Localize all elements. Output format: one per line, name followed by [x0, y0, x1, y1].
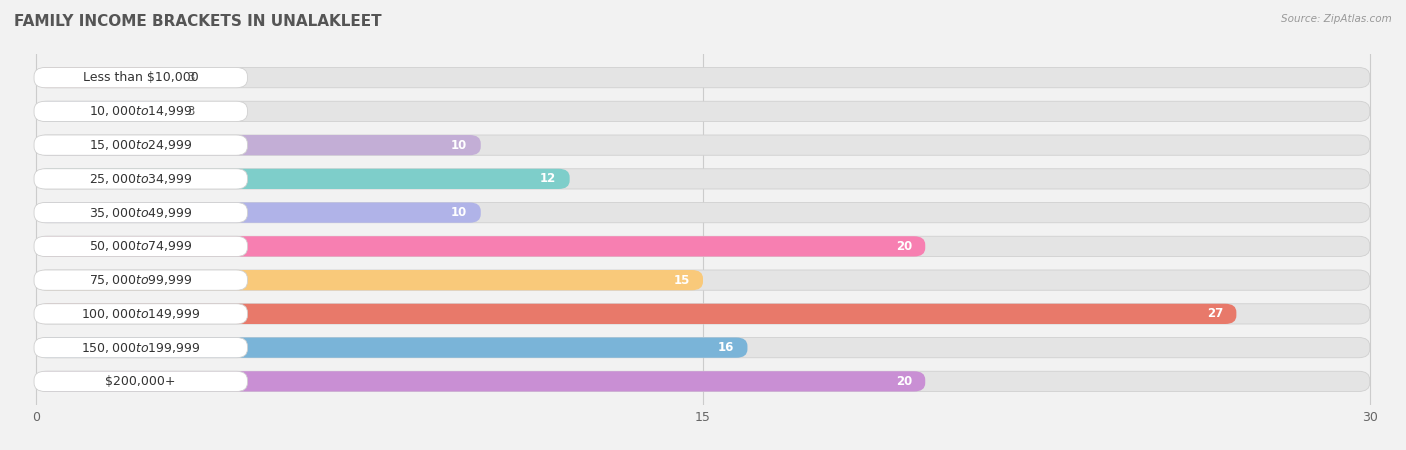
FancyBboxPatch shape: [37, 338, 1369, 358]
FancyBboxPatch shape: [34, 371, 247, 392]
FancyBboxPatch shape: [34, 169, 247, 189]
FancyBboxPatch shape: [37, 270, 1369, 290]
FancyBboxPatch shape: [37, 371, 1369, 392]
Text: 3: 3: [187, 71, 195, 84]
FancyBboxPatch shape: [34, 236, 247, 256]
Text: 15: 15: [673, 274, 690, 287]
FancyBboxPatch shape: [37, 68, 1369, 88]
FancyBboxPatch shape: [37, 236, 1369, 256]
Text: $10,000 to $14,999: $10,000 to $14,999: [89, 104, 193, 118]
Text: $25,000 to $34,999: $25,000 to $34,999: [89, 172, 193, 186]
FancyBboxPatch shape: [34, 270, 247, 290]
Text: $200,000+: $200,000+: [105, 375, 176, 388]
Text: 16: 16: [717, 341, 734, 354]
FancyBboxPatch shape: [37, 202, 1369, 223]
Text: 3: 3: [187, 105, 195, 118]
Text: 12: 12: [540, 172, 557, 185]
Text: FAMILY INCOME BRACKETS IN UNALAKLEET: FAMILY INCOME BRACKETS IN UNALAKLEET: [14, 14, 381, 28]
FancyBboxPatch shape: [34, 101, 247, 122]
FancyBboxPatch shape: [37, 135, 481, 155]
Text: 20: 20: [896, 240, 912, 253]
FancyBboxPatch shape: [34, 304, 247, 324]
Text: $15,000 to $24,999: $15,000 to $24,999: [89, 138, 193, 152]
FancyBboxPatch shape: [37, 202, 481, 223]
FancyBboxPatch shape: [37, 304, 1369, 324]
Text: Source: ZipAtlas.com: Source: ZipAtlas.com: [1281, 14, 1392, 23]
FancyBboxPatch shape: [37, 135, 1369, 155]
Text: 10: 10: [451, 206, 467, 219]
FancyBboxPatch shape: [37, 68, 170, 88]
FancyBboxPatch shape: [37, 169, 569, 189]
Text: $150,000 to $199,999: $150,000 to $199,999: [82, 341, 201, 355]
Text: Less than $10,000: Less than $10,000: [83, 71, 198, 84]
Text: $75,000 to $99,999: $75,000 to $99,999: [89, 273, 193, 287]
FancyBboxPatch shape: [37, 338, 748, 358]
FancyBboxPatch shape: [34, 202, 247, 223]
Text: 27: 27: [1206, 307, 1223, 320]
FancyBboxPatch shape: [37, 270, 703, 290]
FancyBboxPatch shape: [37, 236, 925, 256]
FancyBboxPatch shape: [37, 101, 170, 122]
FancyBboxPatch shape: [34, 68, 247, 88]
FancyBboxPatch shape: [37, 371, 925, 392]
Text: 20: 20: [896, 375, 912, 388]
FancyBboxPatch shape: [37, 304, 1236, 324]
Text: 10: 10: [451, 139, 467, 152]
FancyBboxPatch shape: [34, 135, 247, 155]
FancyBboxPatch shape: [37, 101, 1369, 122]
FancyBboxPatch shape: [34, 338, 247, 358]
Text: $100,000 to $149,999: $100,000 to $149,999: [82, 307, 201, 321]
FancyBboxPatch shape: [37, 169, 1369, 189]
Text: $35,000 to $49,999: $35,000 to $49,999: [89, 206, 193, 220]
Text: $50,000 to $74,999: $50,000 to $74,999: [89, 239, 193, 253]
